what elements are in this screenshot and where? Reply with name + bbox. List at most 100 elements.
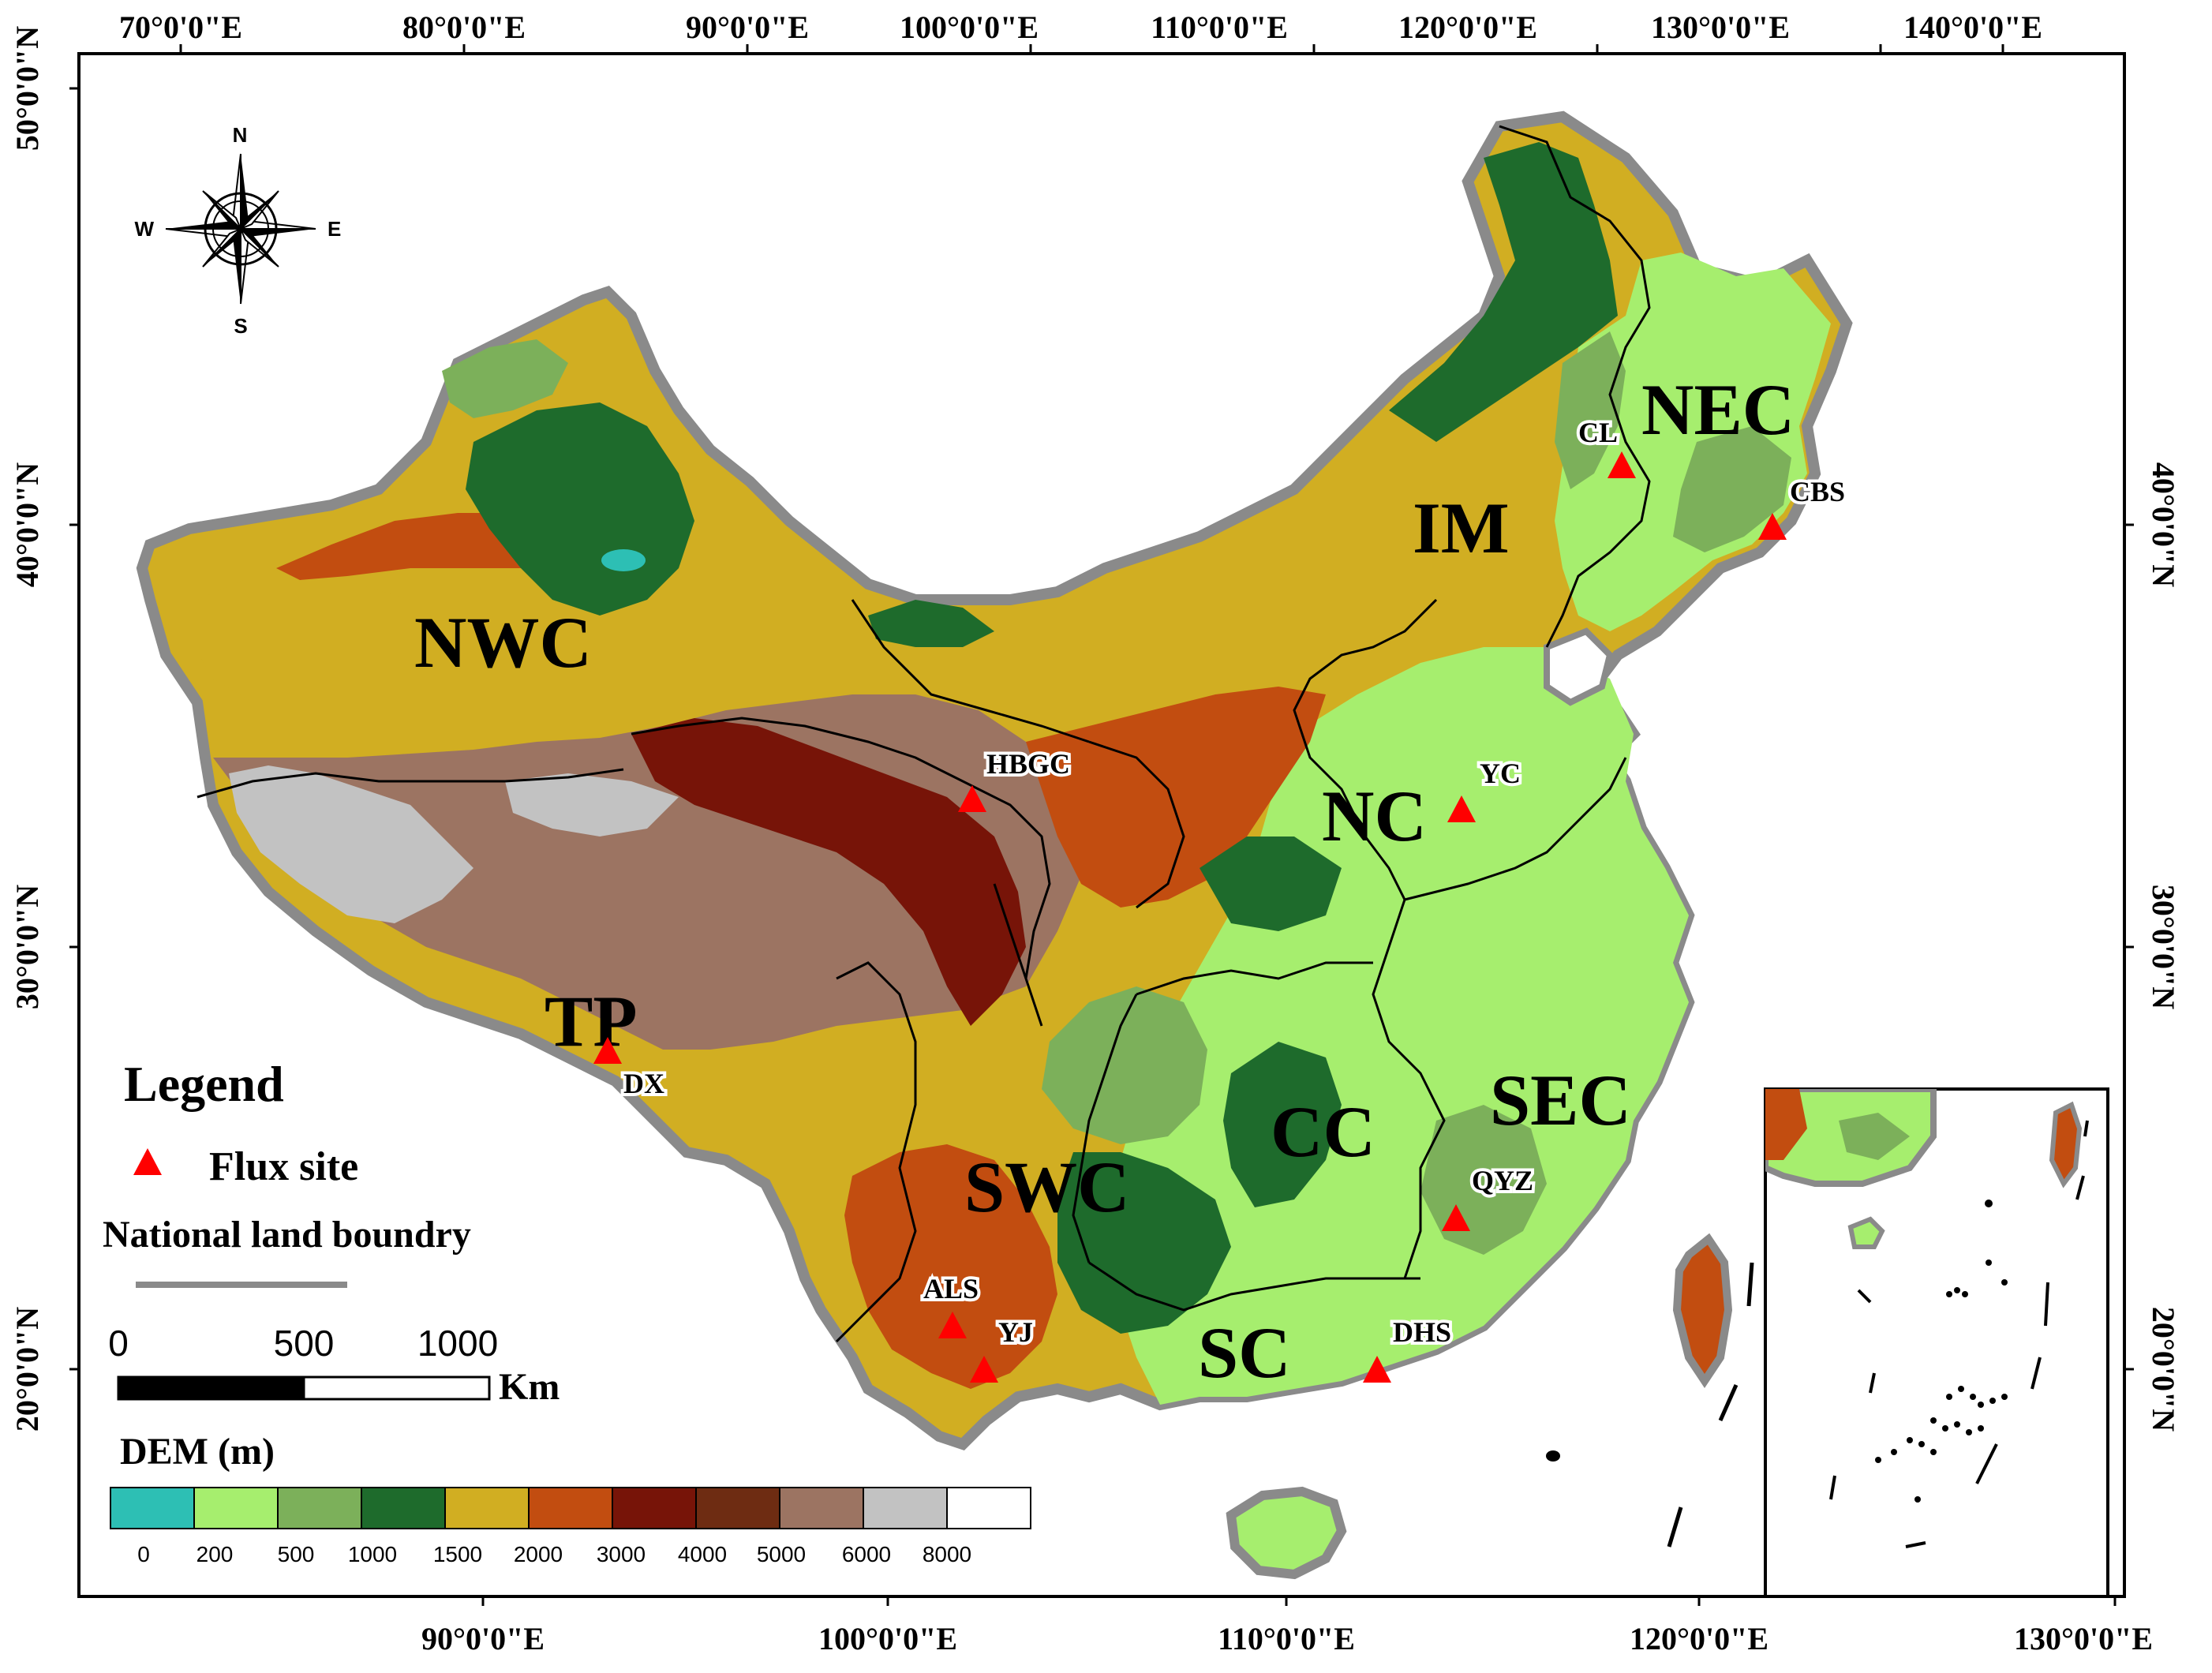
bottom-tick-label: 90°0'0"E <box>421 1621 545 1656</box>
site-label-yc: YC <box>1480 758 1521 789</box>
im-forest <box>868 600 994 647</box>
south-sea-boundary <box>1667 1262 1754 1548</box>
compass-e: E <box>327 217 341 241</box>
right-tick-label: 20°0'0"N <box>2146 1307 2181 1432</box>
scale-unit: Km <box>499 1366 560 1408</box>
dem-swatch <box>528 1487 613 1529</box>
flux-site-marker-yj[interactable] <box>970 1356 998 1383</box>
nec-area <box>1555 253 1831 631</box>
frame-ticks <box>69 44 2134 1606</box>
dem-value-label: 500 <box>278 1542 315 1566</box>
dem-value-label: 4000 <box>678 1542 727 1566</box>
top-tick-labels: 70°0'0"E 80°0'0"E 90°0'0"E 100°0'0"E 110… <box>119 9 2042 45</box>
left-tick-label: 40°0'0"N <box>9 462 45 587</box>
dem-swatch <box>946 1487 1031 1529</box>
site-label-als: ALS <box>923 1273 979 1304</box>
tarim-basin <box>189 576 616 710</box>
region-label-swc: SWC <box>964 1147 1130 1227</box>
compass-rose: N S E W <box>134 123 341 338</box>
dem-swatch <box>193 1487 279 1529</box>
flux-site-marker-dx[interactable] <box>593 1037 622 1064</box>
dem-value-label: 2000 <box>514 1542 563 1566</box>
bottom-tick-label: 100°0'0"E <box>818 1621 957 1656</box>
dem-swatch <box>444 1487 530 1529</box>
top-tick-label: 120°0'0"E <box>1398 9 1537 45</box>
dem-color-ramp <box>110 1487 1031 1529</box>
region-boundaries <box>196 125 1651 1343</box>
region-label-nc: NC <box>1322 776 1427 856</box>
scale-label-1000: 1000 <box>417 1323 498 1364</box>
flux-sites: CL CBS HBGC YC DX QYZ ALS YJ DHS <box>593 414 1848 1383</box>
compass-s: S <box>234 314 247 338</box>
bohai-sea <box>1544 627 1614 706</box>
plateau-snow <box>505 773 679 836</box>
top-tick-label: 110°0'0"E <box>1151 9 1288 45</box>
southwest-forest <box>1057 1152 1231 1334</box>
flux-site-marker-qyz[interactable] <box>1442 1204 1470 1231</box>
legend-boundary-label: National land boundry <box>103 1214 471 1256</box>
junggar-grass <box>442 339 568 418</box>
legend: Legend Flux site National land boundry 0… <box>103 1056 1031 1566</box>
lake <box>601 549 646 571</box>
dem-swatch <box>863 1487 948 1529</box>
flux-site-marker-yc[interactable] <box>1447 795 1476 822</box>
scale-bar-black <box>117 1375 305 1401</box>
bottom-tick-label: 130°0'0"E <box>2014 1621 2153 1656</box>
loess-forest <box>1200 836 1342 931</box>
nec-forest <box>1555 331 1626 489</box>
yungui-plateau <box>844 1144 1057 1389</box>
dem-swatch <box>361 1487 446 1529</box>
high-mountain-area <box>631 718 1026 1026</box>
dem-value-label: 1000 <box>348 1542 397 1566</box>
right-tick-label: 30°0'0"N <box>2146 885 2181 1009</box>
dem-value-label: 1500 <box>433 1542 482 1566</box>
dem-value-label: 200 <box>196 1542 234 1566</box>
region-label-nwc: NWC <box>414 602 592 683</box>
flux-site-marker-hbgc[interactable] <box>958 785 986 812</box>
region-label-im: IM <box>1413 488 1510 568</box>
left-tick-label: 30°0'0"N <box>9 885 45 1009</box>
dem-swatch <box>110 1487 195 1529</box>
legend-title: Legend <box>124 1056 284 1112</box>
sichuan-basin <box>1042 986 1207 1144</box>
dem-swatch <box>695 1487 780 1529</box>
dem-value-label: 8000 <box>923 1542 971 1566</box>
site-label-cl: CL <box>1578 417 1618 448</box>
dem-labels: 0 200 500 1000 1500 2000 3000 4000 5000 6000 8000 <box>137 1542 971 1566</box>
flux-site-marker-als[interactable] <box>938 1312 967 1338</box>
region-label-cc: CC <box>1271 1091 1375 1172</box>
dem-swatch <box>612 1487 697 1529</box>
bottom-tick-labels: 90°0'0"E 100°0'0"E 110°0'0"E 120°0'0"E 1… <box>421 1621 2153 1656</box>
site-label-dx: DX <box>623 1068 664 1099</box>
top-tick-label: 90°0'0"E <box>686 9 809 45</box>
plateau-snow <box>229 765 473 923</box>
top-tick-label: 140°0'0"E <box>1903 9 2042 45</box>
dem-title: DEM (m) <box>120 1431 275 1473</box>
compass-n: N <box>233 123 248 147</box>
scale-bar-white <box>302 1375 491 1401</box>
bottom-tick-label: 110°0'0"E <box>1218 1621 1355 1656</box>
nec-forest <box>1673 426 1791 552</box>
flux-site-marker-dhs[interactable] <box>1363 1356 1391 1383</box>
region-label-sc: SC <box>1198 1312 1291 1393</box>
scale-label-0: 0 <box>108 1323 129 1364</box>
loess-area <box>1026 687 1326 908</box>
flux-site-marker-cbs[interactable] <box>1758 513 1787 540</box>
inset-map <box>1764 1087 2109 1598</box>
dem-value-label: 0 <box>137 1542 150 1566</box>
right-tick-labels: 40°0'0"N 30°0'0"N 20°0'0"N <box>2146 462 2181 1432</box>
bottom-tick-label: 120°0'0"E <box>1630 1621 1768 1656</box>
taiwan <box>1672 1233 1733 1389</box>
legend-flux-site-label: Flux site <box>209 1144 358 1189</box>
hainan <box>1226 1486 1347 1580</box>
scale-label-500: 500 <box>274 1323 335 1364</box>
im-forest <box>1389 142 1618 442</box>
left-tick-label: 20°0'0"N <box>9 1307 45 1432</box>
dem-value-label: 5000 <box>757 1542 806 1566</box>
compass-w: W <box>134 217 154 241</box>
top-tick-label: 70°0'0"E <box>119 9 242 45</box>
right-tick-label: 40°0'0"N <box>2146 462 2181 587</box>
flux-site-marker-cl[interactable] <box>1608 451 1636 478</box>
left-tick-label: 50°0'0"N <box>9 26 45 151</box>
